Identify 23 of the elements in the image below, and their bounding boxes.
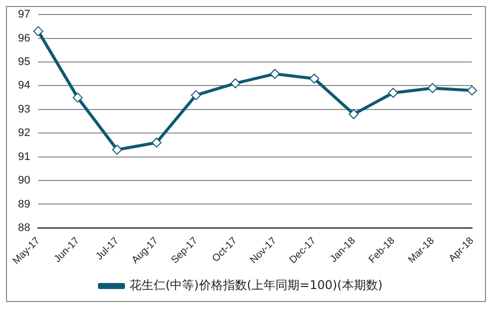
- point: [112, 144, 122, 155]
- point: [467, 85, 477, 96]
- point: [388, 88, 398, 98]
- y-tick-label: 93: [18, 103, 30, 116]
- y-tick-label: 97: [18, 8, 30, 21]
- point: [72, 92, 83, 103]
- y-tick-label: 89: [18, 198, 30, 210]
- y-tick-label: 96: [18, 32, 30, 44]
- point: [270, 68, 280, 79]
- point: [348, 109, 359, 120]
- y-tick-label: 92: [18, 127, 30, 140]
- point: [309, 74, 320, 84]
- y-tick-label: 94: [18, 80, 30, 92]
- y-tick-label: 95: [18, 56, 30, 68]
- point: [152, 138, 162, 148]
- point: [230, 78, 240, 88]
- point: [190, 90, 201, 100]
- y-tick-label: 90: [18, 174, 30, 187]
- point: [33, 26, 44, 36]
- y-tick-label: 91: [18, 150, 30, 163]
- point: [428, 83, 438, 94]
- legend-label: 花生仁(中等)价格指数(上年同期=100)(本期数): [129, 278, 383, 292]
- y-tick-label: 88: [18, 222, 30, 234]
